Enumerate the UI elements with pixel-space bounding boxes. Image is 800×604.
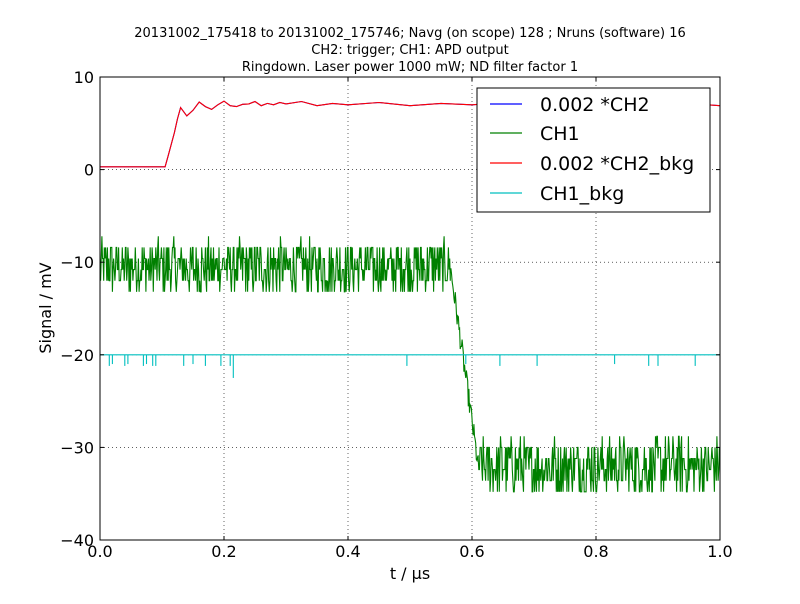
legend-label-ch1: CH1: [540, 123, 580, 145]
legend: 0.002 *CH2 CH1 0.002 *CH2_bkg CH1_bkg: [476, 87, 711, 213]
y-tick-label: 10: [74, 68, 94, 87]
legend-box: [476, 87, 711, 213]
y-tick-label: −10: [60, 253, 94, 272]
y-tick-label: −30: [60, 438, 94, 457]
legend-entry-ch2-bkg: 0.002 *CH2_bkg: [490, 153, 694, 175]
legend-label-ch2-bkg: 0.002 *CH2_bkg: [540, 153, 694, 175]
chart-title: 20131002_175418 to 20131002_175746; Navg…: [134, 26, 685, 75]
x-tick-label: 0.4: [335, 542, 360, 561]
y-tick-label: −40: [60, 531, 94, 550]
y-tick-label: 0: [84, 161, 94, 180]
x-tick-label: 1.0: [707, 542, 732, 561]
legend-label-ch1-bkg: CH1_bkg: [540, 183, 624, 205]
x-tick-label: 0.6: [459, 542, 484, 561]
axis-ticks: 0.0 0.2 0.4 0.6 0.8 1.0 10 0 −10 −20 −30 −40: [60, 68, 732, 561]
title-line-2: CH2: trigger; CH1: APD output: [311, 43, 508, 58]
legend-label-ch2: 0.002 *CH2: [540, 94, 650, 116]
series-ch1-line: [100, 236, 720, 493]
x-tick-label: 0.0: [87, 542, 112, 561]
x-tick-label: 0.8: [583, 542, 608, 561]
legend-entry-ch2: 0.002 *CH2: [490, 94, 650, 116]
legend-entry-ch1-bkg: CH1_bkg: [490, 183, 624, 205]
x-tick-label: 0.2: [211, 542, 236, 561]
legend-entry-ch1: CH1: [490, 123, 580, 145]
y-tick-label: −20: [60, 346, 94, 365]
title-line-1: 20131002_175418 to 20131002_175746; Navg…: [134, 26, 685, 41]
plot-frame: [99, 76, 721, 541]
x-axis-label: t / μs: [390, 564, 430, 583]
title-line-3: Ringdown. Laser power 1000 mW; ND filter…: [242, 60, 578, 75]
y-axis-label: Signal / mV: [36, 262, 55, 353]
